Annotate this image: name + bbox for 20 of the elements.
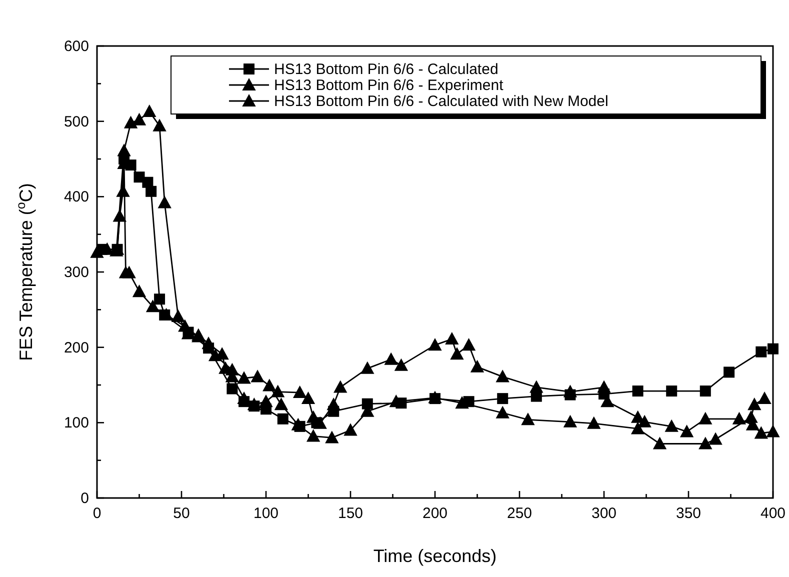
y-tick-label: 0 [80,490,89,507]
x-tick-label: 50 [173,505,190,522]
x-tick-label: 200 [422,505,448,522]
y-tick-label: 400 [64,188,89,206]
x-tick-label: 0 [92,505,102,522]
x-tick-label: 350 [676,505,702,522]
x-tick-label: 300 [591,505,617,522]
legend-label: HS13 Bottom Pin 6/6 - Experiment [274,77,504,94]
y-tick-label: 100 [64,414,89,432]
y-tick-label: 300 [64,264,89,281]
y-tick-label: 500 [64,113,89,130]
x-tick-label: 150 [338,505,364,522]
y-tick-label: 200 [64,339,89,356]
x-tick-label: 400 [760,505,786,522]
x-tick-label: 250 [506,505,532,522]
legend-label: HS13 Bottom Pin 6/6 - Calculated [274,61,498,78]
y-tick-label: 600 [64,38,89,55]
x-axis-title: Time (seconds) [373,546,497,566]
x-tick-label: 100 [253,505,279,522]
legend-label: HS13 Bottom Pin 6/6 - Calculated with New Model [274,93,608,110]
